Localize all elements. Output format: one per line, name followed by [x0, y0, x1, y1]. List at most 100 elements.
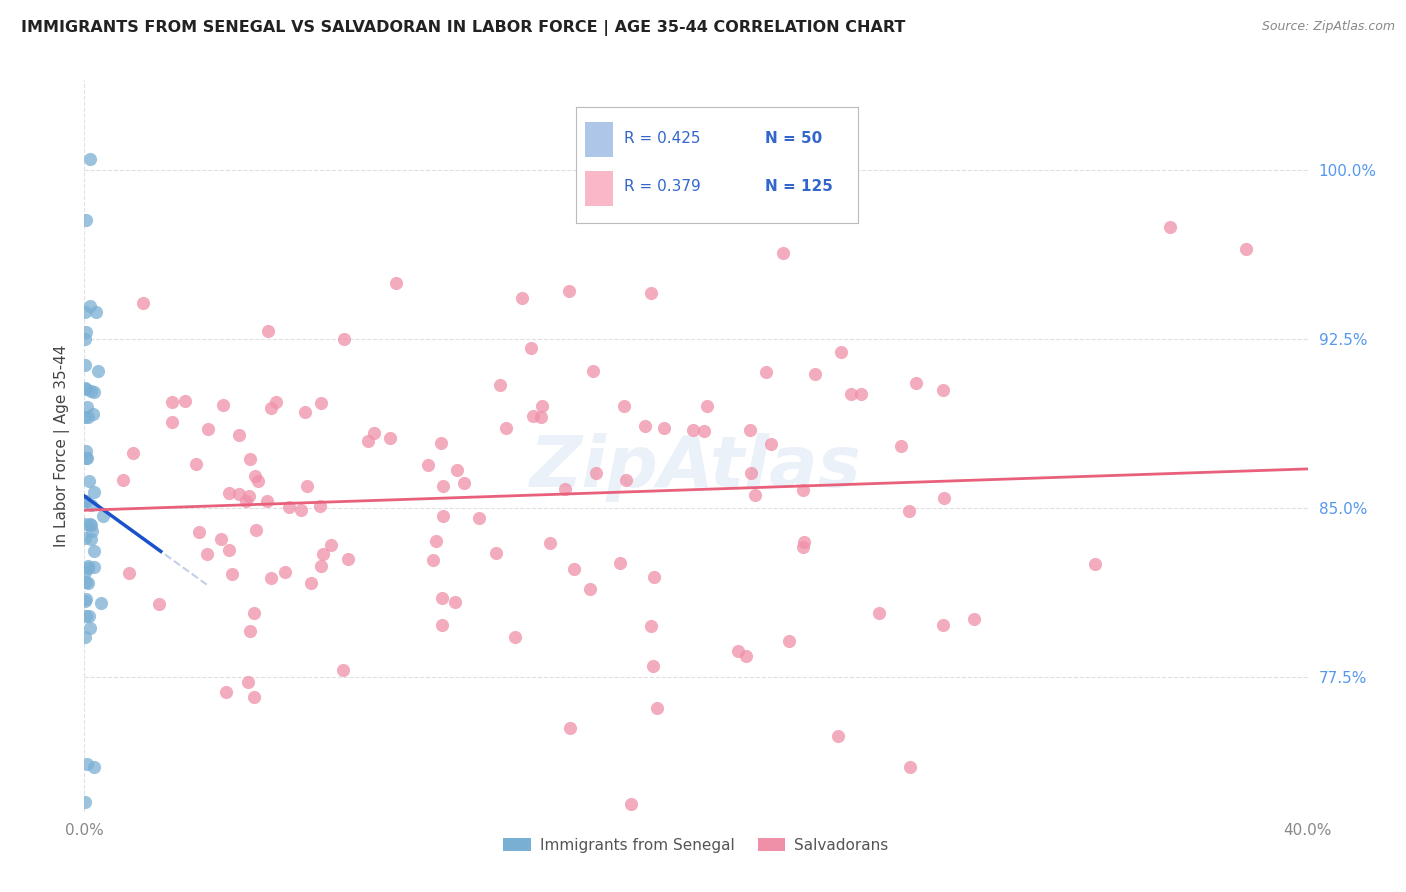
- Point: [530, 410, 553, 425]
- Point: [160, 395, 183, 409]
- Point: [868, 607, 890, 621]
- Point: [75, 517, 97, 532]
- Point: [581, 364, 603, 378]
- Point: [75, 493, 97, 508]
- Point: [290, 502, 312, 516]
- Point: [759, 437, 782, 451]
- Point: [585, 466, 607, 480]
- Point: [75, 444, 97, 458]
- Point: [430, 591, 453, 606]
- Point: [446, 463, 468, 477]
- Point: [75, 493, 97, 508]
- Point: [332, 663, 354, 677]
- Point: [425, 534, 447, 549]
- Text: N = 125: N = 125: [765, 179, 832, 194]
- Point: [804, 367, 827, 381]
- Point: [734, 648, 756, 663]
- Point: [235, 494, 257, 508]
- Point: [278, 500, 301, 514]
- Point: [73, 410, 96, 425]
- FancyBboxPatch shape: [585, 171, 613, 206]
- Point: [75, 212, 97, 227]
- Point: [79, 870, 101, 884]
- Point: [239, 452, 262, 467]
- Point: [148, 597, 170, 611]
- Point: [77, 609, 100, 624]
- Point: [311, 547, 333, 561]
- Point: [75, 451, 97, 466]
- Point: [91, 508, 114, 523]
- Point: [77, 409, 100, 424]
- Point: [643, 658, 665, 673]
- Point: [558, 285, 581, 299]
- Point: [76, 451, 98, 466]
- Point: [73, 566, 96, 580]
- Point: [245, 469, 267, 483]
- Point: [83, 760, 105, 774]
- Point: [432, 478, 454, 492]
- Point: [247, 474, 270, 488]
- Point: [73, 305, 96, 319]
- FancyBboxPatch shape: [585, 122, 613, 157]
- Point: [792, 483, 814, 498]
- Point: [77, 559, 100, 574]
- Point: [363, 425, 385, 440]
- Point: [243, 606, 266, 620]
- Point: [80, 518, 103, 533]
- Point: [613, 399, 636, 413]
- Point: [319, 539, 342, 553]
- Point: [645, 700, 668, 714]
- Point: [755, 365, 778, 379]
- Point: [614, 473, 637, 487]
- Point: [75, 795, 97, 809]
- Point: [238, 489, 260, 503]
- Point: [75, 593, 97, 607]
- Point: [77, 474, 100, 488]
- Point: [83, 485, 105, 500]
- Point: [245, 523, 267, 537]
- Point: [432, 508, 454, 523]
- Point: [75, 531, 97, 545]
- Point: [236, 675, 259, 690]
- Point: [75, 591, 97, 606]
- Text: Source: ZipAtlas.com: Source: ZipAtlas.com: [1261, 20, 1395, 33]
- Point: [740, 466, 762, 480]
- Point: [83, 384, 105, 399]
- Point: [963, 612, 986, 626]
- Point: [640, 619, 662, 633]
- Point: [79, 299, 101, 313]
- Point: [79, 152, 101, 166]
- Point: [416, 458, 439, 472]
- Point: [186, 457, 208, 471]
- Point: [80, 532, 103, 546]
- Text: R = 0.379: R = 0.379: [624, 179, 702, 194]
- Point: [256, 324, 278, 338]
- Point: [849, 387, 872, 401]
- Point: [76, 400, 98, 414]
- Point: [309, 395, 332, 409]
- Point: [510, 291, 533, 305]
- Point: [1236, 242, 1258, 256]
- Point: [73, 359, 96, 373]
- Point: [554, 482, 576, 496]
- Point: [609, 556, 631, 570]
- Point: [744, 488, 766, 502]
- Point: [77, 576, 100, 591]
- Point: [79, 517, 101, 532]
- Point: [188, 524, 211, 539]
- Point: [264, 394, 287, 409]
- Point: [73, 381, 96, 395]
- Text: ZipAtlas: ZipAtlas: [530, 434, 862, 502]
- Point: [87, 364, 110, 378]
- Point: [931, 383, 953, 397]
- Point: [294, 404, 316, 418]
- Point: [495, 420, 517, 434]
- Point: [79, 498, 101, 512]
- Point: [519, 341, 541, 355]
- Point: [75, 630, 97, 644]
- Point: [209, 533, 232, 547]
- Point: [932, 491, 955, 505]
- Point: [197, 422, 219, 436]
- Point: [337, 552, 360, 566]
- Point: [778, 634, 800, 648]
